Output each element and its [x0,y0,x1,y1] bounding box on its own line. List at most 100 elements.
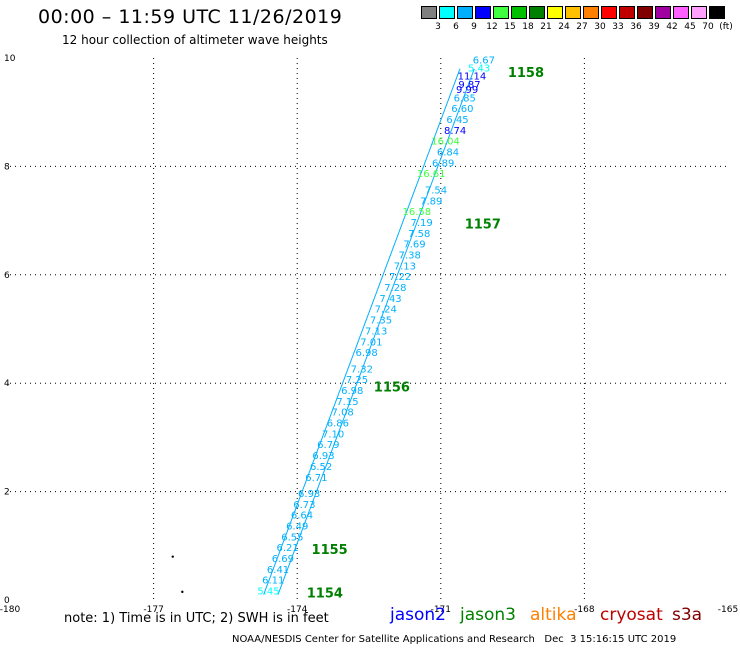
satellite-altika: altika [530,605,577,625]
legend-label: 15 [504,22,516,32]
swh-value-label: 9.99 [456,85,478,96]
y-tick-label: 8 [4,162,10,172]
legend-label: 33 [612,22,624,32]
data-marker [181,590,184,594]
legend-label: 36 [630,22,642,32]
legend-swatch [547,6,563,19]
time-label: 1154 [307,586,343,601]
swh-value-label: 7.35 [370,316,392,327]
legend-label: 6 [453,22,459,32]
time-label: 1158 [508,66,544,81]
x-tick-label: -177 [143,605,163,615]
swh-value-label: 7.38 [399,251,421,262]
swh-value-label: 6.98 [355,348,377,359]
swh-value-label: 6.93 [298,489,320,500]
y-tick-label: 10 [4,54,16,64]
legend-swatch [601,6,617,19]
time-label: 1155 [312,543,348,558]
legend-label: 30 [594,22,606,32]
swh-value-label: 5.43 [468,64,490,75]
swh-value-label: 6.89 [432,158,454,169]
swh-value-label: 7.54 [425,186,447,197]
legend-swatch [439,6,455,19]
swh-value-label: 16.04 [431,137,460,148]
legend-swatch [673,6,689,19]
legend-label: 24 [558,22,570,32]
x-tick-label: -174 [287,605,308,615]
legend-swatch [655,6,671,19]
chart-title: 00:00 – 11:59 UTC 11/26/2019 [38,6,343,28]
satellite-jason3: jason3 [460,605,516,625]
time-label: 1157 [465,218,501,233]
swh-value-label: 6.69 [272,554,294,565]
swh-value-label: 6.71 [305,473,327,484]
swh-value-label: 6.85 [454,93,476,104]
y-tick-label: 4 [4,379,10,389]
swh-value-label: 7.24 [375,305,397,316]
legend-label: 70 [702,22,714,32]
legend-label: 3 [435,22,441,32]
swh-value-label: 6.93 [312,451,334,462]
legend-label: 9 [471,22,477,32]
legend-swatch [583,6,599,19]
swh-value-label: 7.10 [322,429,344,440]
legend-swatch [565,6,581,19]
swh-value-label: 6.64 [291,511,313,522]
satellite-track [263,68,461,595]
legend-swatch [637,6,653,19]
x-tick-label: -165 [718,605,738,615]
swh-value-label: 7.13 [365,326,387,337]
swh-value-label: 5.45 [257,587,279,598]
swh-value-label: 6.73 [293,500,315,511]
swh-value-label: 6.67 [473,55,495,66]
legend-swatch [457,6,473,19]
legend-label: 42 [666,22,678,32]
credit-line: NOAA/NESDIS Center for Satellite Applica… [232,634,677,645]
swh-value-label: 7.01 [360,337,382,348]
x-tick-label: -168 [574,605,595,615]
swh-value-label: 7.25 [346,375,368,386]
swh-value-label: 7.22 [389,272,411,283]
swh-value-label: 6.52 [310,462,332,473]
swh-value-label: 7.15 [336,397,358,408]
footer-note: note: 1) Time is in UTC; 2) SWH is in fe… [64,611,329,626]
x-tick-label: -180 [0,605,20,615]
swh-value-label: 6.79 [317,440,339,451]
swh-value-label: 7.08 [332,408,354,419]
swh-value-label: 6.86 [327,419,349,430]
satellite-jason2: jason2 [390,605,446,625]
swh-value-label: 7.32 [351,364,373,375]
chart-subtitle: 12 hour collection of altimeter wave hei… [62,33,328,47]
satellite-s3a: s3a [672,605,703,625]
swh-value-label: 6.98 [341,386,363,397]
swh-value-label: 11.14 [458,72,487,83]
y-tick-label: 6 [4,271,10,281]
satellite-track [277,68,475,595]
legend-label: 21 [540,22,552,32]
swh-value-label: 6.45 [446,115,468,126]
swh-value-label: 8.74 [444,126,466,137]
swh-value-label: 6.41 [267,565,289,576]
swh-value-label: 7.69 [403,240,425,251]
swh-value-label: 6.84 [437,148,459,159]
legend-label: (ft) [719,22,733,32]
swh-value-label: 6.21 [276,543,298,554]
swh-value-label: 7.58 [408,229,430,240]
legend-swatch [475,6,491,19]
swh-value-label: 7.19 [411,218,433,229]
legend-label: 12 [486,22,498,32]
swh-value-label: 6.60 [451,104,473,115]
legend-label: 45 [684,22,696,32]
y-tick-label: 2 [4,488,10,498]
legend-label: 18 [522,22,534,32]
swh-value-label: 16.58 [403,207,432,218]
legend-swatch [511,6,527,19]
legend-swatch [529,6,545,19]
time-label: 1156 [374,380,410,395]
y-tick-label: 0 [4,596,10,606]
swh-value-label: 7.89 [420,196,442,207]
legend-swatch [619,6,635,19]
swh-value-label: 16.61 [417,169,446,180]
legend-swatch [493,6,509,19]
